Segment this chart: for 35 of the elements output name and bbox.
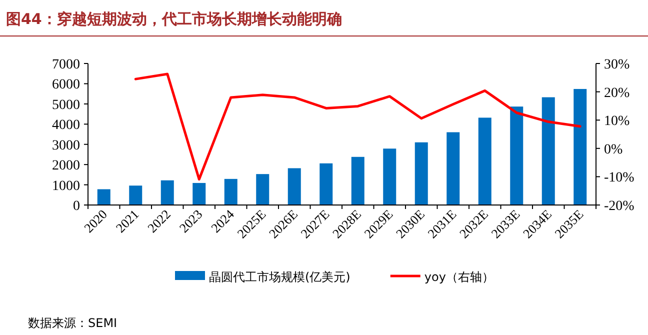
bar [510, 106, 524, 205]
bar [288, 168, 301, 205]
bar [320, 163, 333, 205]
y2-tick-label: 0% [604, 142, 623, 158]
y-tick-label: 2000 [52, 158, 80, 174]
source-note: 数据来源：SEMI [28, 316, 118, 330]
y2-tick-label: 30% [604, 58, 630, 72]
y-tick-label: 0 [73, 199, 80, 214]
bar [542, 97, 555, 205]
bar [129, 186, 142, 205]
y-tick-label: 5000 [52, 98, 80, 113]
y-tick-label: 6000 [52, 78, 80, 93]
y2-tick-label: -20% [604, 199, 635, 214]
y2-tick-label: 20% [604, 86, 630, 101]
bar [574, 88, 587, 205]
y2-tick-label: -10% [604, 170, 635, 186]
bar [256, 174, 270, 205]
chart-title: 图44：穿越短期波动，代工市场长期增长动能明确 [6, 10, 342, 28]
bar [446, 132, 460, 205]
bar [478, 118, 492, 205]
y2-tick-label: 10% [604, 114, 630, 130]
y-tick-label: 7000 [52, 58, 80, 72]
legend-label: yoy（右轴） [424, 270, 494, 284]
y-tick-label: 1000 [52, 178, 80, 194]
bar [224, 178, 238, 205]
y-tick-label: 4000 [52, 118, 80, 134]
y-tick-label: 3000 [52, 138, 80, 154]
bar [97, 189, 110, 205]
bar [160, 180, 174, 205]
bar [351, 156, 364, 205]
bar [192, 182, 206, 205]
bar [383, 148, 396, 205]
line-series [134, 72, 582, 180]
legend-label: 晶圆代工市场规模(亿美元) [209, 270, 350, 284]
bar [414, 142, 428, 205]
